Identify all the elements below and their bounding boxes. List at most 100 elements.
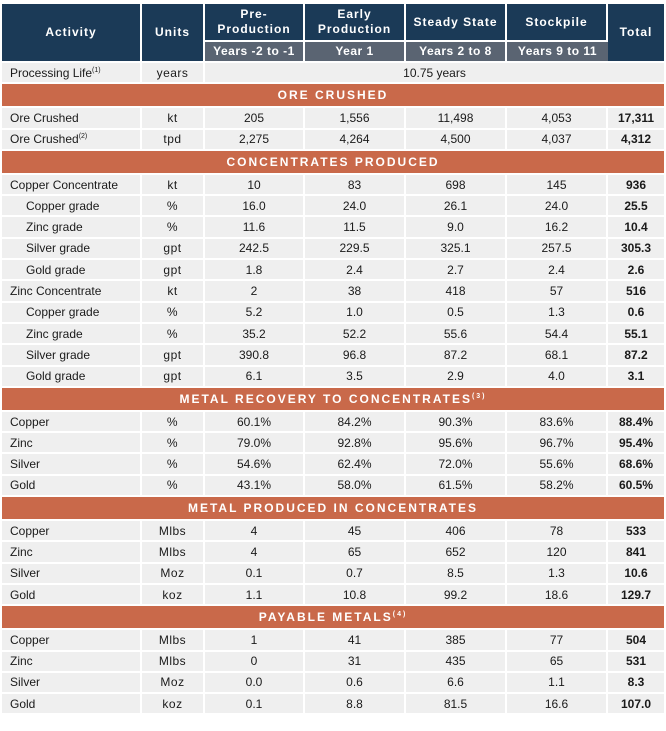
row-unit: % bbox=[142, 196, 205, 216]
early-production-value: 65 bbox=[305, 542, 406, 562]
pre-production-value: 5.2 bbox=[205, 302, 305, 322]
pre-production-value: 2 bbox=[205, 281, 305, 301]
header-stockpile: Stockpile bbox=[507, 4, 608, 40]
row-label: Silver bbox=[2, 672, 142, 693]
row-label-text: Copper bbox=[10, 414, 50, 429]
stockpile-value: 54.4 bbox=[507, 323, 608, 344]
row-unit: years bbox=[142, 63, 205, 83]
total-value: 17,311 bbox=[608, 108, 664, 128]
section-title: PAYABLE METALS(4) bbox=[2, 606, 664, 629]
footnote-marker: (1) bbox=[92, 66, 101, 74]
header-pre-production: Pre-Production bbox=[205, 4, 305, 40]
total-value: 68.6% bbox=[608, 454, 664, 474]
stockpile-value: 120 bbox=[507, 542, 608, 562]
row-label: Gold grade bbox=[2, 260, 142, 280]
section-header-row: METAL RECOVERY TO CONCENTRATES(3) bbox=[2, 387, 664, 410]
early-production-value: 8.8 bbox=[305, 694, 406, 714]
row-label-text: Gold bbox=[10, 478, 36, 493]
row-label: Gold bbox=[2, 475, 142, 496]
row-label: Processing Life(1) bbox=[2, 63, 142, 83]
table-row: Zinc Mlbs 0 31 435 65 531 bbox=[2, 651, 664, 671]
pre-production-value: 60.1% bbox=[205, 411, 305, 432]
row-label: Zinc grade bbox=[2, 323, 142, 344]
row-unit: % bbox=[142, 454, 205, 474]
total-value: 87.2 bbox=[608, 345, 664, 365]
total-value: 8.3 bbox=[608, 672, 664, 693]
early-production-value: 4,264 bbox=[305, 129, 406, 149]
row-label: Silver bbox=[2, 454, 142, 474]
row-label: Copper grade bbox=[2, 196, 142, 216]
stockpile-value: 2.4 bbox=[507, 260, 608, 280]
early-production-value: 3.5 bbox=[305, 366, 406, 386]
stockpile-value: 1.3 bbox=[507, 563, 608, 583]
early-production-value: 0.6 bbox=[305, 672, 406, 693]
table-row: Gold grade gpt 1.8 2.4 2.7 2.4 2.6 bbox=[2, 260, 664, 280]
section-header-row: ORE CRUSHED bbox=[2, 84, 664, 107]
stockpile-value: 1.1 bbox=[507, 672, 608, 693]
early-production-value: 24.0 bbox=[305, 196, 406, 216]
row-unit: Mlbs bbox=[142, 542, 205, 562]
early-production-value: 0.7 bbox=[305, 563, 406, 583]
row-label-text: Silver bbox=[10, 457, 41, 472]
row-label-text: Silver grade bbox=[26, 347, 91, 362]
table-row: Copper grade% 16.0 24.0 26.1 24.0 25.5 bbox=[2, 196, 664, 216]
row-unit: Moz bbox=[142, 672, 205, 693]
table-row: Silver% 54.6% 62.4% 72.0% 55.6% 68.6% bbox=[2, 454, 664, 474]
table-row: Ore Crushed kt 205 1,556 11,498 4,053 17,311 bbox=[2, 108, 664, 128]
row-unit: kt bbox=[142, 281, 205, 301]
section-title: METAL RECOVERY TO CONCENTRATES(3) bbox=[2, 387, 664, 410]
row-label: Copper grade bbox=[2, 302, 142, 322]
steady-state-value: 72.0% bbox=[406, 454, 507, 474]
pre-production-value: 390.8 bbox=[205, 345, 305, 365]
early-production-value: 62.4% bbox=[305, 454, 406, 474]
steady-state-value: 9.0 bbox=[406, 217, 507, 237]
total-value: 60.5% bbox=[608, 475, 664, 496]
section-header-row: METAL PRODUCED IN CONCENTRATES bbox=[2, 497, 664, 520]
early-production-value: 52.2 bbox=[305, 323, 406, 344]
pre-production-value: 2,275 bbox=[205, 129, 305, 149]
steady-state-value: 90.3% bbox=[406, 411, 507, 432]
row-unit: koz bbox=[142, 694, 205, 714]
row-label: Copper bbox=[2, 521, 142, 541]
table-row: Copper Concentrate kt 10 83 698 145 936 bbox=[2, 174, 664, 195]
stockpile-value: 18.6 bbox=[507, 584, 608, 605]
row-unit: % bbox=[142, 323, 205, 344]
pre-production-value: 35.2 bbox=[205, 323, 305, 344]
section-title-text: ORE CRUSHED bbox=[277, 88, 389, 103]
pre-production-value: 242.5 bbox=[205, 238, 305, 259]
section-title-text: PAYABLE METALS bbox=[258, 610, 393, 625]
row-unit: % bbox=[142, 475, 205, 496]
row-label-text: Zinc bbox=[10, 654, 33, 669]
pre-production-value: 54.6% bbox=[205, 454, 305, 474]
row-label: Zinc grade bbox=[2, 217, 142, 237]
early-production-value: 1,556 bbox=[305, 108, 406, 128]
row-label-text: Copper grade bbox=[26, 198, 100, 213]
row-label: Silver grade bbox=[2, 238, 142, 259]
table-row: Silver grade gpt 390.8 96.8 87.2 68.1 87.2 bbox=[2, 345, 664, 365]
steady-state-value: 325.1 bbox=[406, 238, 507, 259]
row-label: Ore Crushed(2) bbox=[2, 129, 142, 149]
row-label-text: Silver grade bbox=[26, 241, 91, 256]
row-label-text: Gold grade bbox=[26, 262, 86, 277]
table-row: Zinc Mlbs 4 65 652 120 841 bbox=[2, 542, 664, 562]
row-label-text: Zinc bbox=[10, 544, 33, 559]
total-value: 129.7 bbox=[608, 584, 664, 605]
early-production-value: 229.5 bbox=[305, 238, 406, 259]
row-unit: Mlbs bbox=[142, 521, 205, 541]
row-unit: gpt bbox=[142, 345, 205, 365]
row-unit: koz bbox=[142, 584, 205, 605]
stockpile-value: 16.6 bbox=[507, 694, 608, 714]
table-row: Gold koz 0.1 8.8 81.5 16.6 107.0 bbox=[2, 694, 664, 714]
stockpile-value: 145 bbox=[507, 174, 608, 195]
row-label-text: Copper Concentrate bbox=[10, 177, 119, 192]
table-row: Silver Moz 0.0 0.6 6.6 1.1 8.3 bbox=[2, 672, 664, 693]
row-label-text: Copper bbox=[10, 523, 50, 538]
early-production-value: 58.0% bbox=[305, 475, 406, 496]
pre-production-value: 16.0 bbox=[205, 196, 305, 216]
footnote-marker: (4) bbox=[392, 611, 408, 619]
total-value: 841 bbox=[608, 542, 664, 562]
row-label-text: Silver bbox=[10, 675, 41, 690]
total-value: 305.3 bbox=[608, 238, 664, 259]
table-body: Processing Life(1) years 10.75 years ORE… bbox=[2, 63, 664, 714]
table-row: Zinc grade% 35.2 52.2 55.6 54.4 55.1 bbox=[2, 323, 664, 344]
